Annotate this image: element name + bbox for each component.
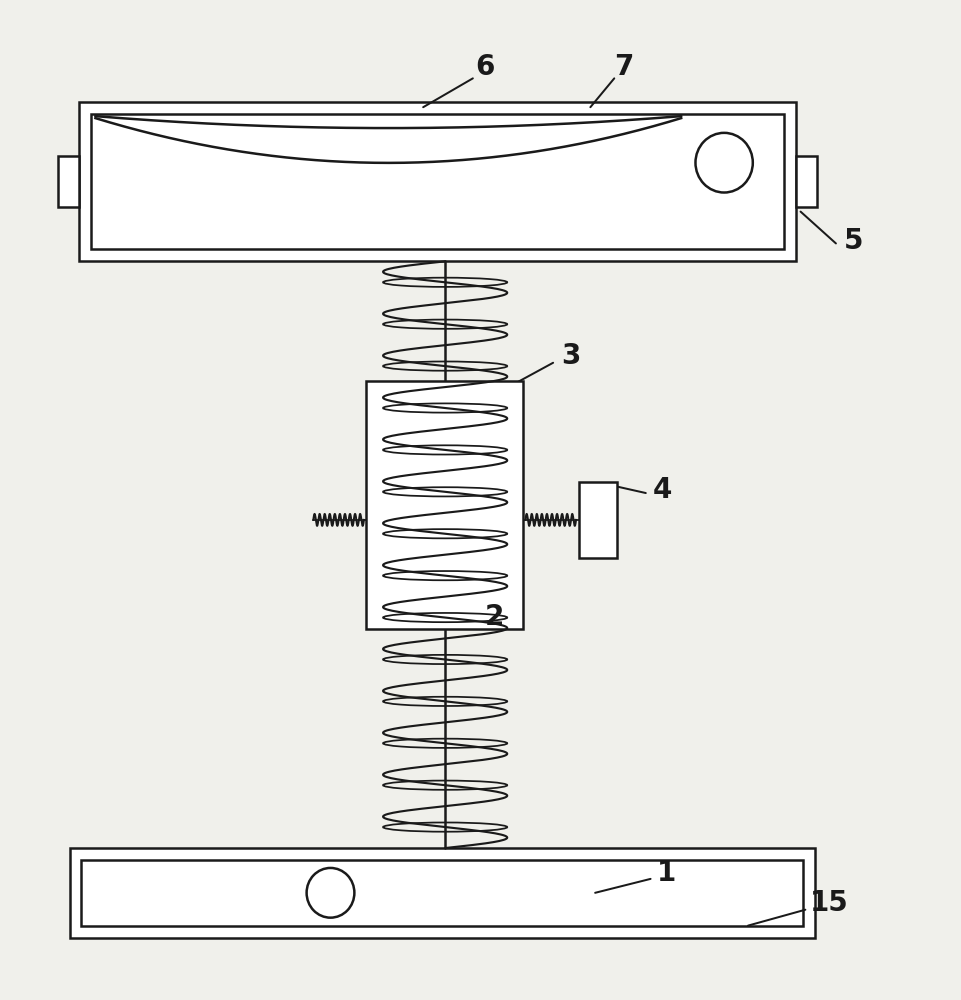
Text: 15: 15 bbox=[810, 889, 849, 917]
Bar bbox=[366, 381, 524, 629]
Circle shape bbox=[307, 868, 355, 918]
Circle shape bbox=[696, 133, 752, 193]
Text: 5: 5 bbox=[844, 227, 863, 255]
Bar bbox=[90, 114, 784, 249]
Text: 4: 4 bbox=[653, 476, 672, 504]
Text: 6: 6 bbox=[476, 53, 495, 81]
Bar bbox=[59, 156, 79, 207]
Text: 1: 1 bbox=[657, 859, 677, 887]
Text: 7: 7 bbox=[614, 53, 633, 81]
Bar bbox=[796, 156, 817, 207]
Bar bbox=[79, 102, 796, 261]
Text: 2: 2 bbox=[485, 603, 505, 631]
Bar bbox=[579, 482, 617, 558]
Text: 3: 3 bbox=[561, 342, 581, 370]
Bar bbox=[81, 860, 803, 926]
Bar bbox=[69, 848, 815, 938]
